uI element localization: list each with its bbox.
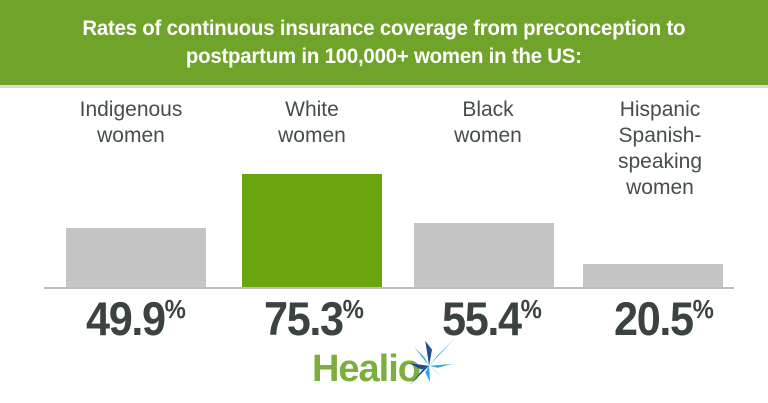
chart-title-line-2: postpartum in 100,000+ women in the US: xyxy=(186,44,582,68)
percent-sign: % xyxy=(692,294,714,324)
category-label-white-women: White women xyxy=(278,98,346,147)
value-label-white-women: 75.3% xyxy=(264,292,364,345)
value-label-hispanic-spanish-speaking-women: 20.5% xyxy=(614,292,714,345)
healio-logo: Healio xyxy=(0,338,768,398)
category-label-black-women: Black women xyxy=(454,98,522,147)
bar-hispanic-spanish-speaking-women xyxy=(583,264,723,287)
percent-sign: % xyxy=(520,294,542,324)
category-label-hispanic-spanish-speaking-women: Hispanic Spanish-speaking women xyxy=(617,98,703,199)
bar-white-women xyxy=(242,174,382,287)
healio-star-burst-icon xyxy=(408,338,456,386)
percent-sign: % xyxy=(342,294,364,324)
value-label-indigenous-women: 49.9% xyxy=(86,292,186,345)
chart-baseline-axis xyxy=(44,287,734,289)
banner-shadow-divider xyxy=(0,85,768,88)
chart-title: Rates of continuous insurance coverage f… xyxy=(83,15,686,71)
percent-sign: % xyxy=(164,294,186,324)
healio-logo-text: Healio xyxy=(311,348,421,390)
category-label-indigenous-women: Indigenous women xyxy=(79,98,183,147)
bar-black-women xyxy=(414,223,554,287)
bar-indigenous-women xyxy=(66,228,206,287)
value-label-black-women: 55.4% xyxy=(442,292,542,345)
chart-title-line-1: Rates of continuous insurance coverage f… xyxy=(82,16,686,40)
header-banner: Rates of continuous insurance coverage f… xyxy=(0,0,768,85)
